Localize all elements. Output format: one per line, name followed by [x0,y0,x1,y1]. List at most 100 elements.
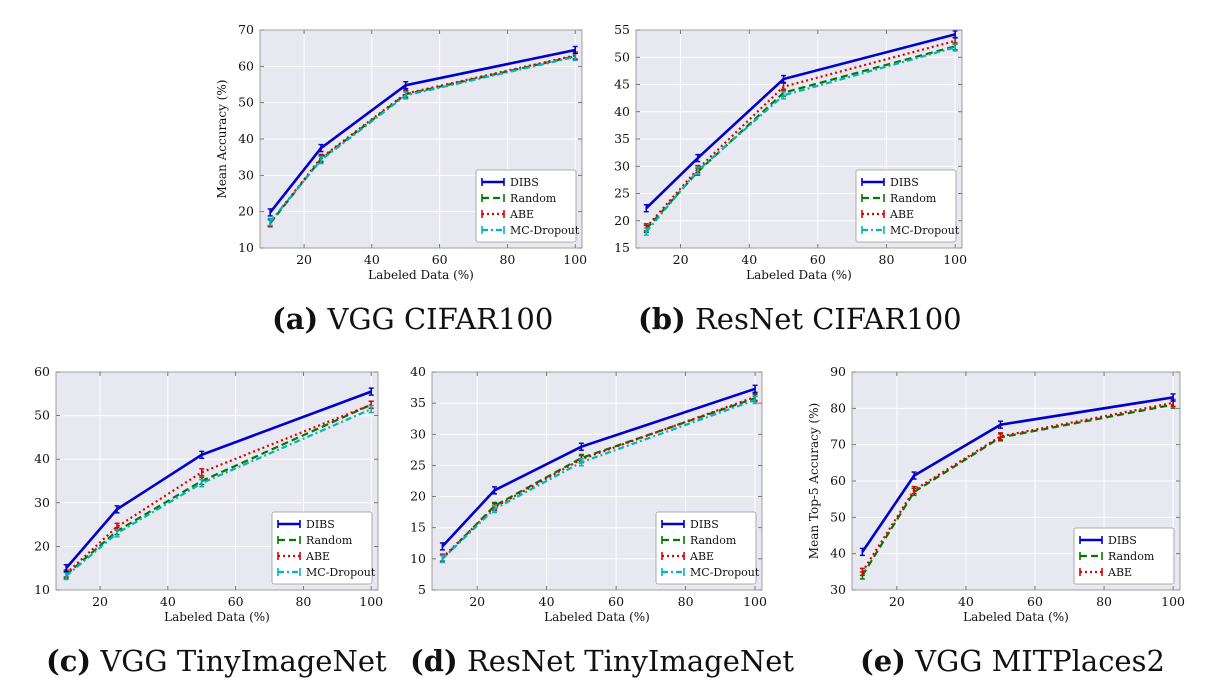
x-tick-label: 20 [469,594,485,609]
y-tick-label: 10 [238,240,254,255]
legend-box [475,169,577,243]
y-tick-label: 30 [238,167,254,182]
legend-label: DIBS [890,176,919,189]
caption-b: (b) ResNet CIFAR100 [638,302,962,336]
series-line-random [65,403,372,576]
y-tick-label: 30 [410,426,426,441]
x-tick-label: 80 [295,594,311,609]
series-line-abe [861,401,1174,573]
chart-panel-2: 15 20 25 30 35 40 45 50 55 20 40 60 80 100 Labeled Dat… [614,22,967,282]
x-tick-label: 80 [879,252,895,267]
y-tick-label: 25 [410,457,426,472]
legend-label: Random [1108,550,1155,563]
y-tick-label: 40 [410,364,426,379]
series-line-dibs [441,387,756,548]
plot-frame [851,371,1181,591]
series-line-mc-dropout [441,398,756,560]
x-tick-label: 80 [499,252,515,267]
caption-c: (c) VGG TinyImageNet [46,644,387,678]
y-tick-label: 15 [410,520,426,535]
y-tick-label: 10 [34,582,50,597]
y-tick-label: 60 [34,364,50,379]
x-tick-label: 100 [943,252,967,267]
y-tick-label: 30 [614,158,630,173]
x-tick-label: 40 [160,594,176,609]
y-tick-label: 50 [238,95,254,110]
y-tick-label: 80 [830,400,846,415]
x-tick-label: 60 [228,594,244,609]
legend-label: MC-Dropout [690,566,760,579]
series-line-mc-dropout [645,46,956,233]
chart-panel-5: 30 40 50 60 70 80 90 20 40 60 80 100 Labeled Data (%… [807,364,1185,624]
series-line-dibs [645,33,956,210]
series-line-dibs [269,48,576,214]
x-tick-label: 40 [539,594,555,609]
y-tick-label: 40 [34,451,50,466]
y-tick-label: 45 [614,77,630,92]
x-axis-label: Labeled Data (%) [746,268,852,282]
x-tick-label: 40 [958,594,974,609]
y-tick-label: 40 [614,104,630,119]
y-tick-label: 40 [238,131,254,146]
y-tick-label: 35 [410,395,426,410]
legend-label: Random [306,534,353,547]
x-tick-label: 100 [359,594,383,609]
legend-label: ABE [305,550,330,563]
legend-label: MC-Dropout [510,224,580,237]
x-axis-label: Labeled Data (%) [368,268,474,282]
series-line-mc-dropout [65,408,372,577]
y-tick-label: 50 [34,408,50,423]
caption-a: (a) VGG CIFAR100 [272,302,554,336]
x-tick-label: 40 [364,252,380,267]
y-axis-label: Mean Accuracy (%) [215,80,229,199]
y-tick-label: 90 [830,364,846,379]
series-line-random [645,45,956,230]
legend-label: MC-Dropout [306,566,376,579]
x-axis-label: Labeled Data (%) [544,610,650,624]
x-tick-label: 20 [889,594,905,609]
plot-frame [55,371,379,591]
x-tick-label: 60 [432,252,448,267]
legend-label: ABE [889,208,914,221]
legend-label: DIBS [690,518,719,531]
x-tick-label: 20 [673,252,689,267]
legend-box [271,511,373,585]
y-tick-label: 20 [34,538,50,553]
legend-label: DIBS [1108,534,1137,547]
series-line-random [861,403,1174,577]
chart-panel-4: 5 10 15 20 25 30 35 40 20 40 60 80 100 Labeled Data (… [410,364,767,624]
y-tick-label: 20 [238,204,254,219]
y-axis-label: Mean Top-5 Accuracy (%) [807,403,821,559]
y-tick-label: 70 [830,437,846,452]
legend-label: DIBS [306,518,335,531]
x-tick-label: 100 [1161,594,1185,609]
legend-box [655,511,757,585]
legend-label: Random [510,192,557,205]
chart-panel-3: 10 20 30 40 50 60 20 40 60 80 100 Labeled Data (%) D… [34,364,383,624]
y-tick-label: 55 [614,22,630,37]
x-axis-label: Labeled Data (%) [164,610,270,624]
y-tick-label: 20 [410,489,426,504]
plot-frame [431,371,763,591]
x-tick-label: 40 [741,252,757,267]
legend-label: MC-Dropout [890,224,960,237]
legend-label: ABE [1107,566,1132,579]
series-line-abe [645,39,956,229]
caption-e: (e) VGG MITPlaces2 [860,644,1165,678]
y-tick-label: 30 [34,495,50,510]
x-tick-label: 100 [563,252,587,267]
series-line-abe [441,395,756,559]
x-tick-label: 60 [1027,594,1043,609]
y-tick-label: 50 [614,49,630,64]
y-tick-label: 20 [614,213,630,228]
y-tick-label: 40 [830,546,846,561]
x-tick-label: 20 [296,252,312,267]
series-line-dibs [65,390,372,570]
series-line-abe [269,54,576,224]
x-tick-label: 60 [810,252,826,267]
x-tick-label: 100 [743,594,767,609]
y-tick-label: 15 [614,240,630,255]
y-tick-label: 70 [238,22,254,37]
legend-label: Random [890,192,937,205]
